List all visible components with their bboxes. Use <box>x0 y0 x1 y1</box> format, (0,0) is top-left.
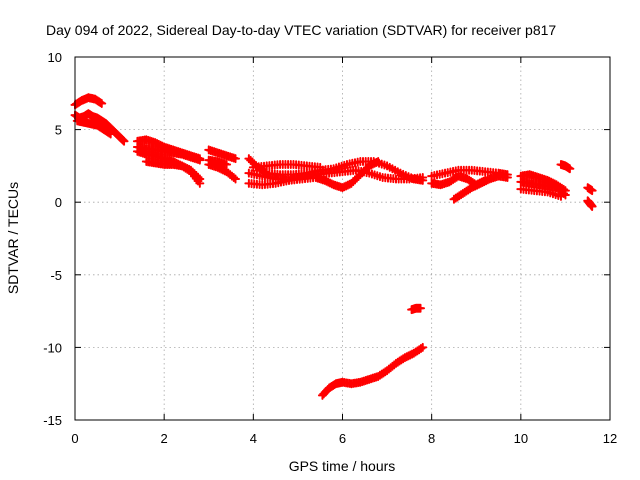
series-arc-21 <box>556 159 575 174</box>
y-tick-label: 10 <box>48 50 62 65</box>
series-arc-20 <box>516 184 566 201</box>
data-point <box>502 173 512 183</box>
chart-title: Day 094 of 2022, Sidereal Day-to-day VTE… <box>46 22 556 38</box>
y-tick-label: -5 <box>50 268 62 283</box>
x-tick-label: 12 <box>603 431 617 446</box>
x-tick-label: 10 <box>514 431 528 446</box>
data-point <box>418 342 428 352</box>
series-arc-6 <box>132 142 205 165</box>
series-arc-17 <box>449 171 512 204</box>
series-arc-7 <box>141 157 205 188</box>
series-arc-24 <box>317 342 428 400</box>
data-point <box>222 159 232 169</box>
data-point <box>231 174 240 184</box>
series-arc-3 <box>72 116 116 139</box>
data-point <box>231 154 240 164</box>
x-axis-label: GPS time / hours <box>289 458 396 474</box>
x-tick-label: 0 <box>71 431 78 446</box>
data-point <box>119 136 129 146</box>
series-arc-8 <box>204 145 240 164</box>
x-tick-label: 2 <box>161 431 168 446</box>
data-point <box>106 129 116 139</box>
y-tick-label: 0 <box>55 195 62 210</box>
series-arc-22 <box>583 183 597 196</box>
series-arc-10 <box>204 155 232 169</box>
data-point <box>587 202 597 212</box>
data-point <box>418 173 428 183</box>
axis-ticks: 0 2 4 6 8 10 12 10 5 0 -5 -10 -15 <box>43 50 617 446</box>
data-point <box>587 186 597 196</box>
data-point <box>315 162 325 172</box>
series-arc-13 <box>244 165 428 190</box>
data-point <box>565 164 575 174</box>
data-point <box>416 303 426 313</box>
data-point <box>97 98 107 108</box>
data-point <box>373 157 383 167</box>
y-tick-label: 5 <box>55 123 62 138</box>
data-point <box>195 155 205 165</box>
series-arc-23 <box>583 196 597 212</box>
data-point <box>195 178 205 188</box>
x-tick-label: 4 <box>250 431 257 446</box>
series-arc-14 <box>248 159 325 172</box>
data-point <box>556 191 566 201</box>
data-points <box>70 93 597 400</box>
y-axis-label: SDTVAR / TECUs <box>5 182 21 294</box>
x-tick-label: 6 <box>339 431 346 446</box>
y-tick-label: -10 <box>43 340 62 355</box>
data-point <box>560 190 570 200</box>
grid-lines <box>75 57 610 420</box>
x-tick-label: 8 <box>428 431 435 446</box>
y-tick-label: -15 <box>43 413 62 428</box>
series-arc-1 <box>70 93 107 110</box>
series-arc-25 <box>407 303 426 315</box>
